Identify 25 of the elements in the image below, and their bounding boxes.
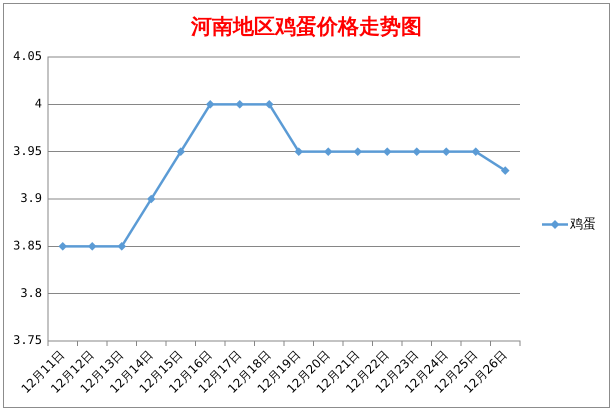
point: [412, 148, 421, 156]
y-tick-label: 3.75: [13, 333, 42, 348]
point: [236, 100, 244, 108]
point: [472, 148, 480, 156]
point: [354, 148, 362, 156]
point: [324, 148, 332, 156]
point: [442, 148, 450, 156]
point: [294, 148, 303, 156]
y-tick-label: 3.8: [20, 286, 42, 300]
point: [265, 100, 274, 108]
point: [501, 166, 510, 175]
chart-title: 河南地区鸡蛋价格走势图: [190, 14, 422, 38]
point: [176, 148, 185, 156]
y-tick-label: 3.85: [13, 238, 42, 252]
legend-label: 鸡蛋: [569, 216, 596, 232]
point: [118, 242, 126, 250]
point: [58, 242, 67, 250]
y-tick-label: 4.05: [13, 49, 42, 64]
point: [383, 148, 392, 156]
y-tick-label: 3.9: [20, 191, 42, 206]
point: [206, 100, 214, 108]
y-tick-label: 3.95: [13, 144, 42, 158]
point: [88, 242, 96, 250]
point: [147, 194, 156, 204]
y-tick-label: 4: [34, 96, 42, 110]
